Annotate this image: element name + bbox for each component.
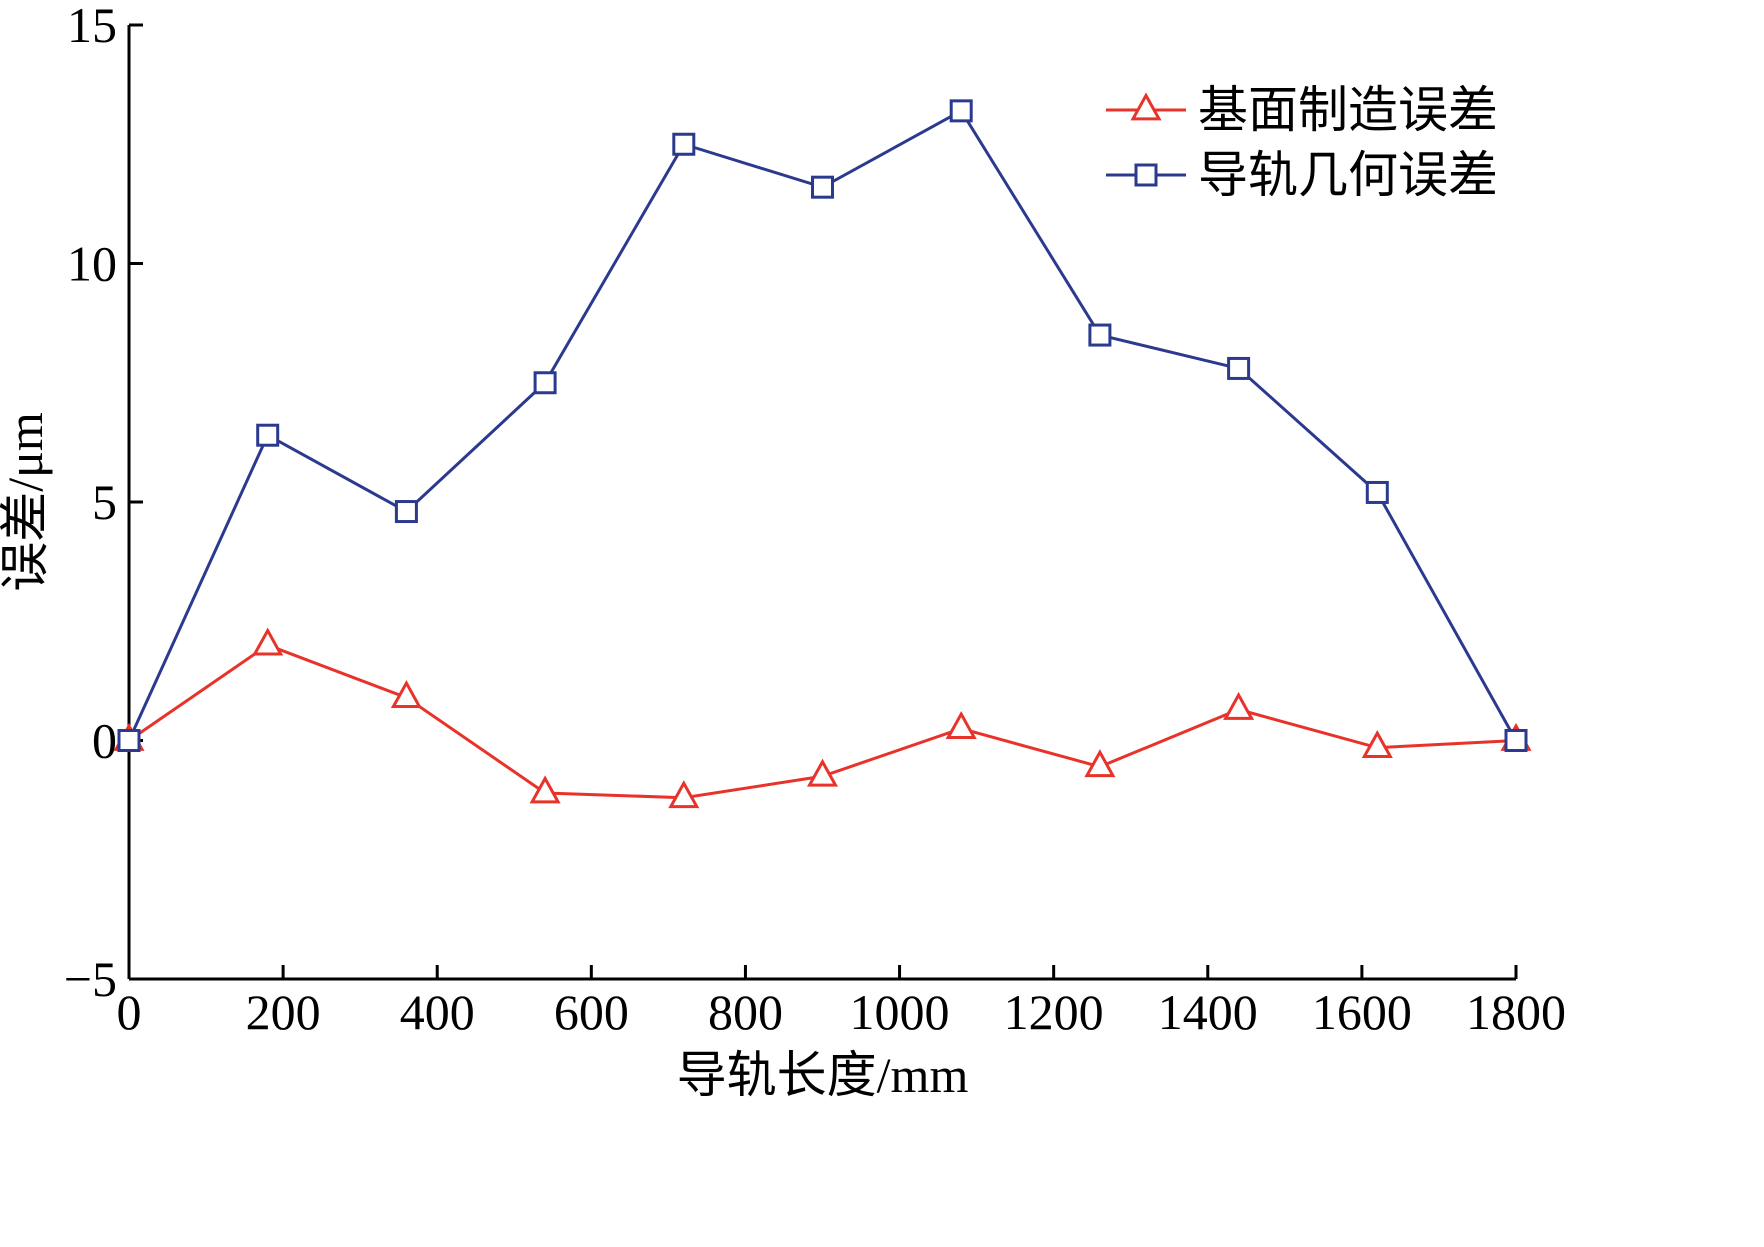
data-point-square	[1504, 729, 1528, 752]
legend-label: 导轨几何误差	[1198, 147, 1498, 203]
ticks: 0 200 400 600 800 1000 1200 1400 1600 1800−505101…	[64, 0, 1566, 1040]
series-0	[113, 627, 1532, 809]
x-tick-label: 1400	[1158, 984, 1258, 1040]
legend-label: 基面制造误差	[1198, 82, 1498, 138]
x-tick-label: 800	[708, 984, 783, 1040]
series-layer	[113, 99, 1532, 809]
data-point-square	[256, 423, 280, 447]
data-point-square	[1365, 480, 1389, 504]
data-point-square	[1227, 356, 1251, 380]
y-tick-label: 5	[92, 474, 117, 530]
x-axis-label: 导轨长度/mm	[677, 1047, 969, 1103]
x-tick-label: 400	[400, 984, 475, 1040]
legend-item: 基面制造误差	[1106, 82, 1498, 138]
data-point-triangle	[668, 780, 700, 809]
y-tick-label: −5	[64, 951, 117, 1007]
data-point-triangle	[529, 775, 561, 804]
data-point-square	[949, 99, 973, 123]
legend-triangle-marker	[1130, 92, 1162, 121]
x-tick-label: 1200	[1004, 984, 1104, 1040]
series-line	[127, 108, 1518, 742]
x-tick-label: 600	[554, 984, 629, 1040]
data-point-square	[533, 371, 557, 395]
y-axis-label: 误差/μm	[0, 412, 53, 592]
x-tick-label: 200	[246, 984, 321, 1040]
legend-square-marker	[1134, 163, 1158, 187]
data-point-triangle	[1084, 749, 1116, 778]
data-point-triangle	[1223, 691, 1255, 720]
y-tick-label: 15	[67, 0, 117, 53]
legend-item: 导轨几何误差	[1106, 147, 1498, 203]
x-tick-label: 1800	[1466, 984, 1566, 1040]
data-point-square	[1088, 323, 1112, 347]
y-tick-label: 0	[92, 713, 117, 769]
data-point-square	[394, 500, 418, 524]
data-point-square	[117, 729, 141, 752]
data-point-triangle	[1361, 730, 1393, 759]
y-tick-label: 10	[67, 236, 117, 292]
data-point-square	[811, 175, 834, 199]
x-tick-label: 1600	[1312, 984, 1412, 1040]
data-point-triangle	[390, 679, 422, 708]
series-1	[117, 99, 1528, 752]
data-point-triangle	[945, 710, 977, 739]
data-point-triangle	[806, 758, 839, 787]
data-point-square	[672, 132, 696, 156]
data-point-triangle	[252, 627, 284, 656]
legend: 基面制造误差 导轨几何误差	[1106, 82, 1498, 203]
x-tick-label: 1000	[850, 984, 950, 1040]
x-tick-label: 0	[117, 984, 142, 1040]
